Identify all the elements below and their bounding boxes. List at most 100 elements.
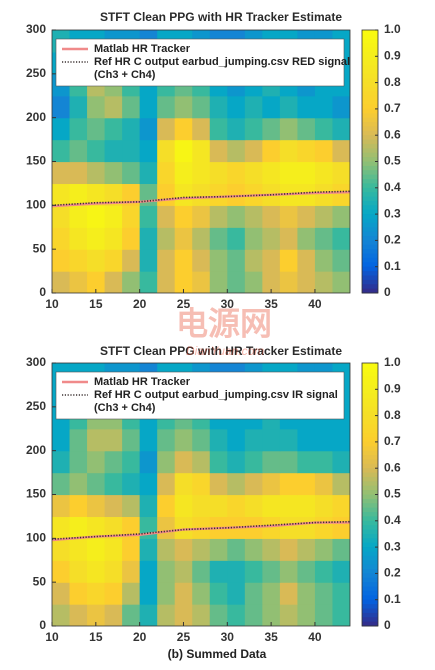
chart-title: STFT Clean PPG with HR Tracker Estimate	[100, 10, 342, 24]
colorbar-label: 0.3	[384, 206, 401, 220]
colorbar-label: 0.9	[384, 48, 401, 62]
colorbar-label: 0.7	[384, 434, 401, 448]
colorbar-label: 0.4	[384, 513, 401, 527]
heat-cell	[69, 560, 88, 583]
heat-cell	[52, 183, 71, 206]
heat-cell	[262, 227, 281, 250]
heat-cell	[139, 428, 158, 452]
colorbar-step	[362, 441, 378, 447]
heat-cell	[104, 183, 123, 206]
heat-cell	[244, 494, 263, 518]
watermark-text: 电源网	[176, 305, 272, 341]
x-tick-label: 35	[264, 630, 278, 644]
heat-cell	[122, 183, 141, 206]
colorbar-step	[362, 538, 378, 544]
heat-cell	[69, 139, 88, 163]
colorbar-step	[362, 415, 378, 421]
heat-cell	[122, 604, 141, 626]
heat-cell	[332, 560, 350, 583]
colorbar-step	[362, 126, 378, 132]
colorbar-label: 0.6	[384, 460, 401, 474]
legend-label: Matlab HR Tracker	[94, 376, 191, 388]
x-tick-label: 30	[221, 630, 235, 644]
colorbar-step	[362, 437, 378, 443]
heat-cell	[244, 249, 263, 272]
heat-cell	[122, 205, 141, 228]
colorbar-step	[362, 266, 378, 272]
heat-cell	[157, 205, 176, 228]
colorbar-step	[362, 547, 378, 552]
x-tick-label: 40	[308, 630, 322, 644]
heat-cell	[209, 450, 228, 474]
heat-cell	[227, 183, 246, 206]
colorbar-step	[362, 135, 378, 141]
heat-cell	[52, 472, 71, 496]
heat-cell	[139, 227, 158, 250]
heat-cell	[69, 494, 88, 518]
heat-cell	[314, 227, 334, 250]
heat-cell	[279, 582, 299, 605]
colorbar-step	[362, 56, 378, 62]
heat-cell	[192, 249, 211, 272]
heat-cell	[332, 205, 350, 228]
colorbar-step	[362, 542, 378, 548]
colorbar-step	[362, 218, 378, 224]
heat-cell	[262, 450, 281, 474]
heat-cell	[192, 472, 211, 496]
legend-label: (Ch3 + Ch4)	[94, 402, 156, 414]
colorbar-step	[362, 371, 378, 377]
heat-cell	[52, 205, 71, 228]
heat-cell	[157, 494, 176, 518]
colorbar-step	[362, 244, 378, 250]
heat-cell	[87, 472, 106, 496]
heat-cell	[139, 582, 158, 605]
colorbar-step	[362, 148, 378, 154]
heat-cell	[87, 117, 106, 141]
heat-cell	[244, 161, 263, 185]
heat-cell	[227, 582, 246, 605]
heat-cell	[52, 161, 71, 185]
y-tick-label: 200	[26, 443, 46, 457]
colorbar-step	[362, 113, 378, 119]
heat-cell	[332, 516, 350, 539]
heat-cell	[314, 139, 334, 163]
heat-cell	[52, 271, 71, 293]
colorbar-label: 1.0	[384, 22, 401, 36]
heat-cell	[157, 604, 176, 626]
heat-cell	[104, 560, 123, 583]
heat-cell	[192, 95, 211, 119]
heat-cell	[104, 516, 123, 539]
heat-cell	[279, 139, 299, 163]
heat-cell	[122, 117, 141, 141]
colorbar-step	[362, 192, 378, 198]
heat-cell	[297, 205, 316, 228]
colorbar-step	[362, 586, 378, 592]
heat-cell	[87, 428, 106, 452]
heat-cell	[332, 161, 350, 185]
colorbar-step	[362, 275, 378, 281]
heat-cell	[227, 271, 246, 293]
heat-cell	[104, 450, 123, 474]
colorbar-step	[362, 476, 378, 482]
heat-cell	[192, 428, 211, 452]
colorbar-step	[362, 560, 378, 566]
heat-cell	[297, 271, 316, 293]
heat-cell	[139, 271, 158, 293]
heat-cell	[314, 205, 334, 228]
colorbar-step	[362, 157, 378, 162]
heat-cell	[87, 271, 106, 293]
colorbar-step	[362, 143, 378, 149]
colorbar-step	[362, 34, 378, 40]
colorbar-step	[362, 108, 378, 114]
heat-cell	[314, 560, 334, 583]
heat-cell	[192, 139, 211, 163]
heat-cell	[104, 538, 123, 561]
heat-cell	[139, 604, 158, 626]
heat-cell	[314, 472, 334, 496]
colorbar-step	[362, 100, 378, 106]
heat-cell	[87, 604, 106, 626]
heat-cell	[262, 560, 281, 583]
heat-cell	[104, 139, 123, 163]
colorbar-step	[362, 389, 378, 395]
heat-cell	[244, 472, 263, 496]
